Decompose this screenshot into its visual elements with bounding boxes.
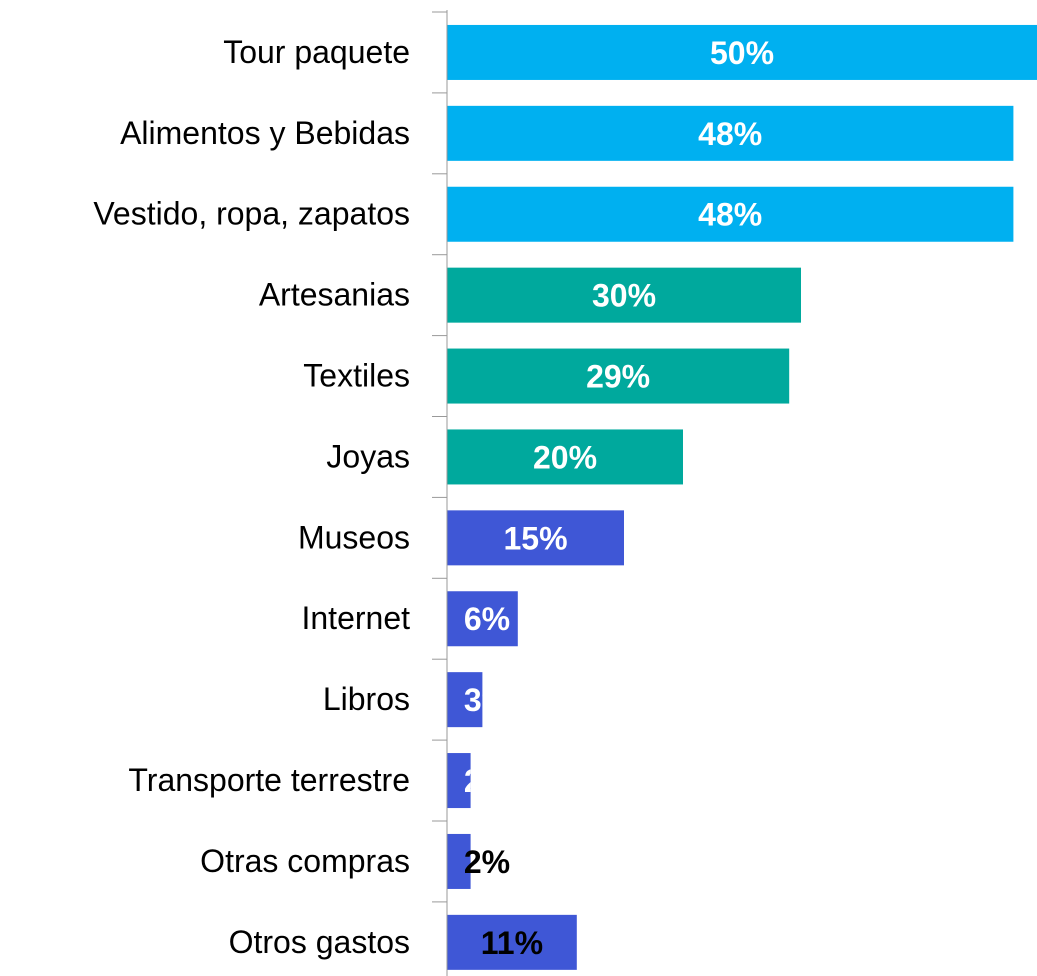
value-label: 20% <box>533 439 597 475</box>
bar <box>447 429 683 485</box>
category-label: Textiles <box>303 358 410 394</box>
bar <box>447 833 471 889</box>
category-label: Alimentos y Bebidas <box>120 115 410 151</box>
bar <box>447 914 577 970</box>
bar <box>447 348 790 404</box>
value-label: 50% <box>710 35 774 71</box>
category-label: Otras compras <box>200 843 410 879</box>
value-label: 3% <box>464 682 510 718</box>
category-label: Artesanias <box>259 277 410 313</box>
category-label: Internet <box>301 600 410 636</box>
bar <box>447 672 483 728</box>
bar <box>447 186 1014 242</box>
bar <box>447 267 801 323</box>
bar <box>447 591 518 647</box>
bar <box>447 105 1014 161</box>
category-label: Tour paquete <box>223 34 410 70</box>
value-label: 48% <box>698 197 762 233</box>
category-label: Transporte terrestre <box>128 762 410 798</box>
value-label: 6% <box>464 601 510 637</box>
value-label: 15% <box>503 520 567 556</box>
value-label: 2% <box>464 844 510 880</box>
value-label: 30% <box>592 278 656 314</box>
bar <box>447 753 471 809</box>
category-label: Vestido, ropa, zapatos <box>93 196 410 232</box>
value-label: 2% <box>464 763 510 799</box>
bar <box>447 510 624 566</box>
category-label: Museos <box>298 519 410 555</box>
category-label: Joyas <box>326 438 410 474</box>
value-label: 11% <box>481 925 543 961</box>
bar <box>447 24 1037 80</box>
category-label: Libros <box>323 681 410 717</box>
value-label: 48% <box>698 116 762 152</box>
category-label: Otros gastos <box>229 924 410 960</box>
value-label: 29% <box>586 359 650 395</box>
